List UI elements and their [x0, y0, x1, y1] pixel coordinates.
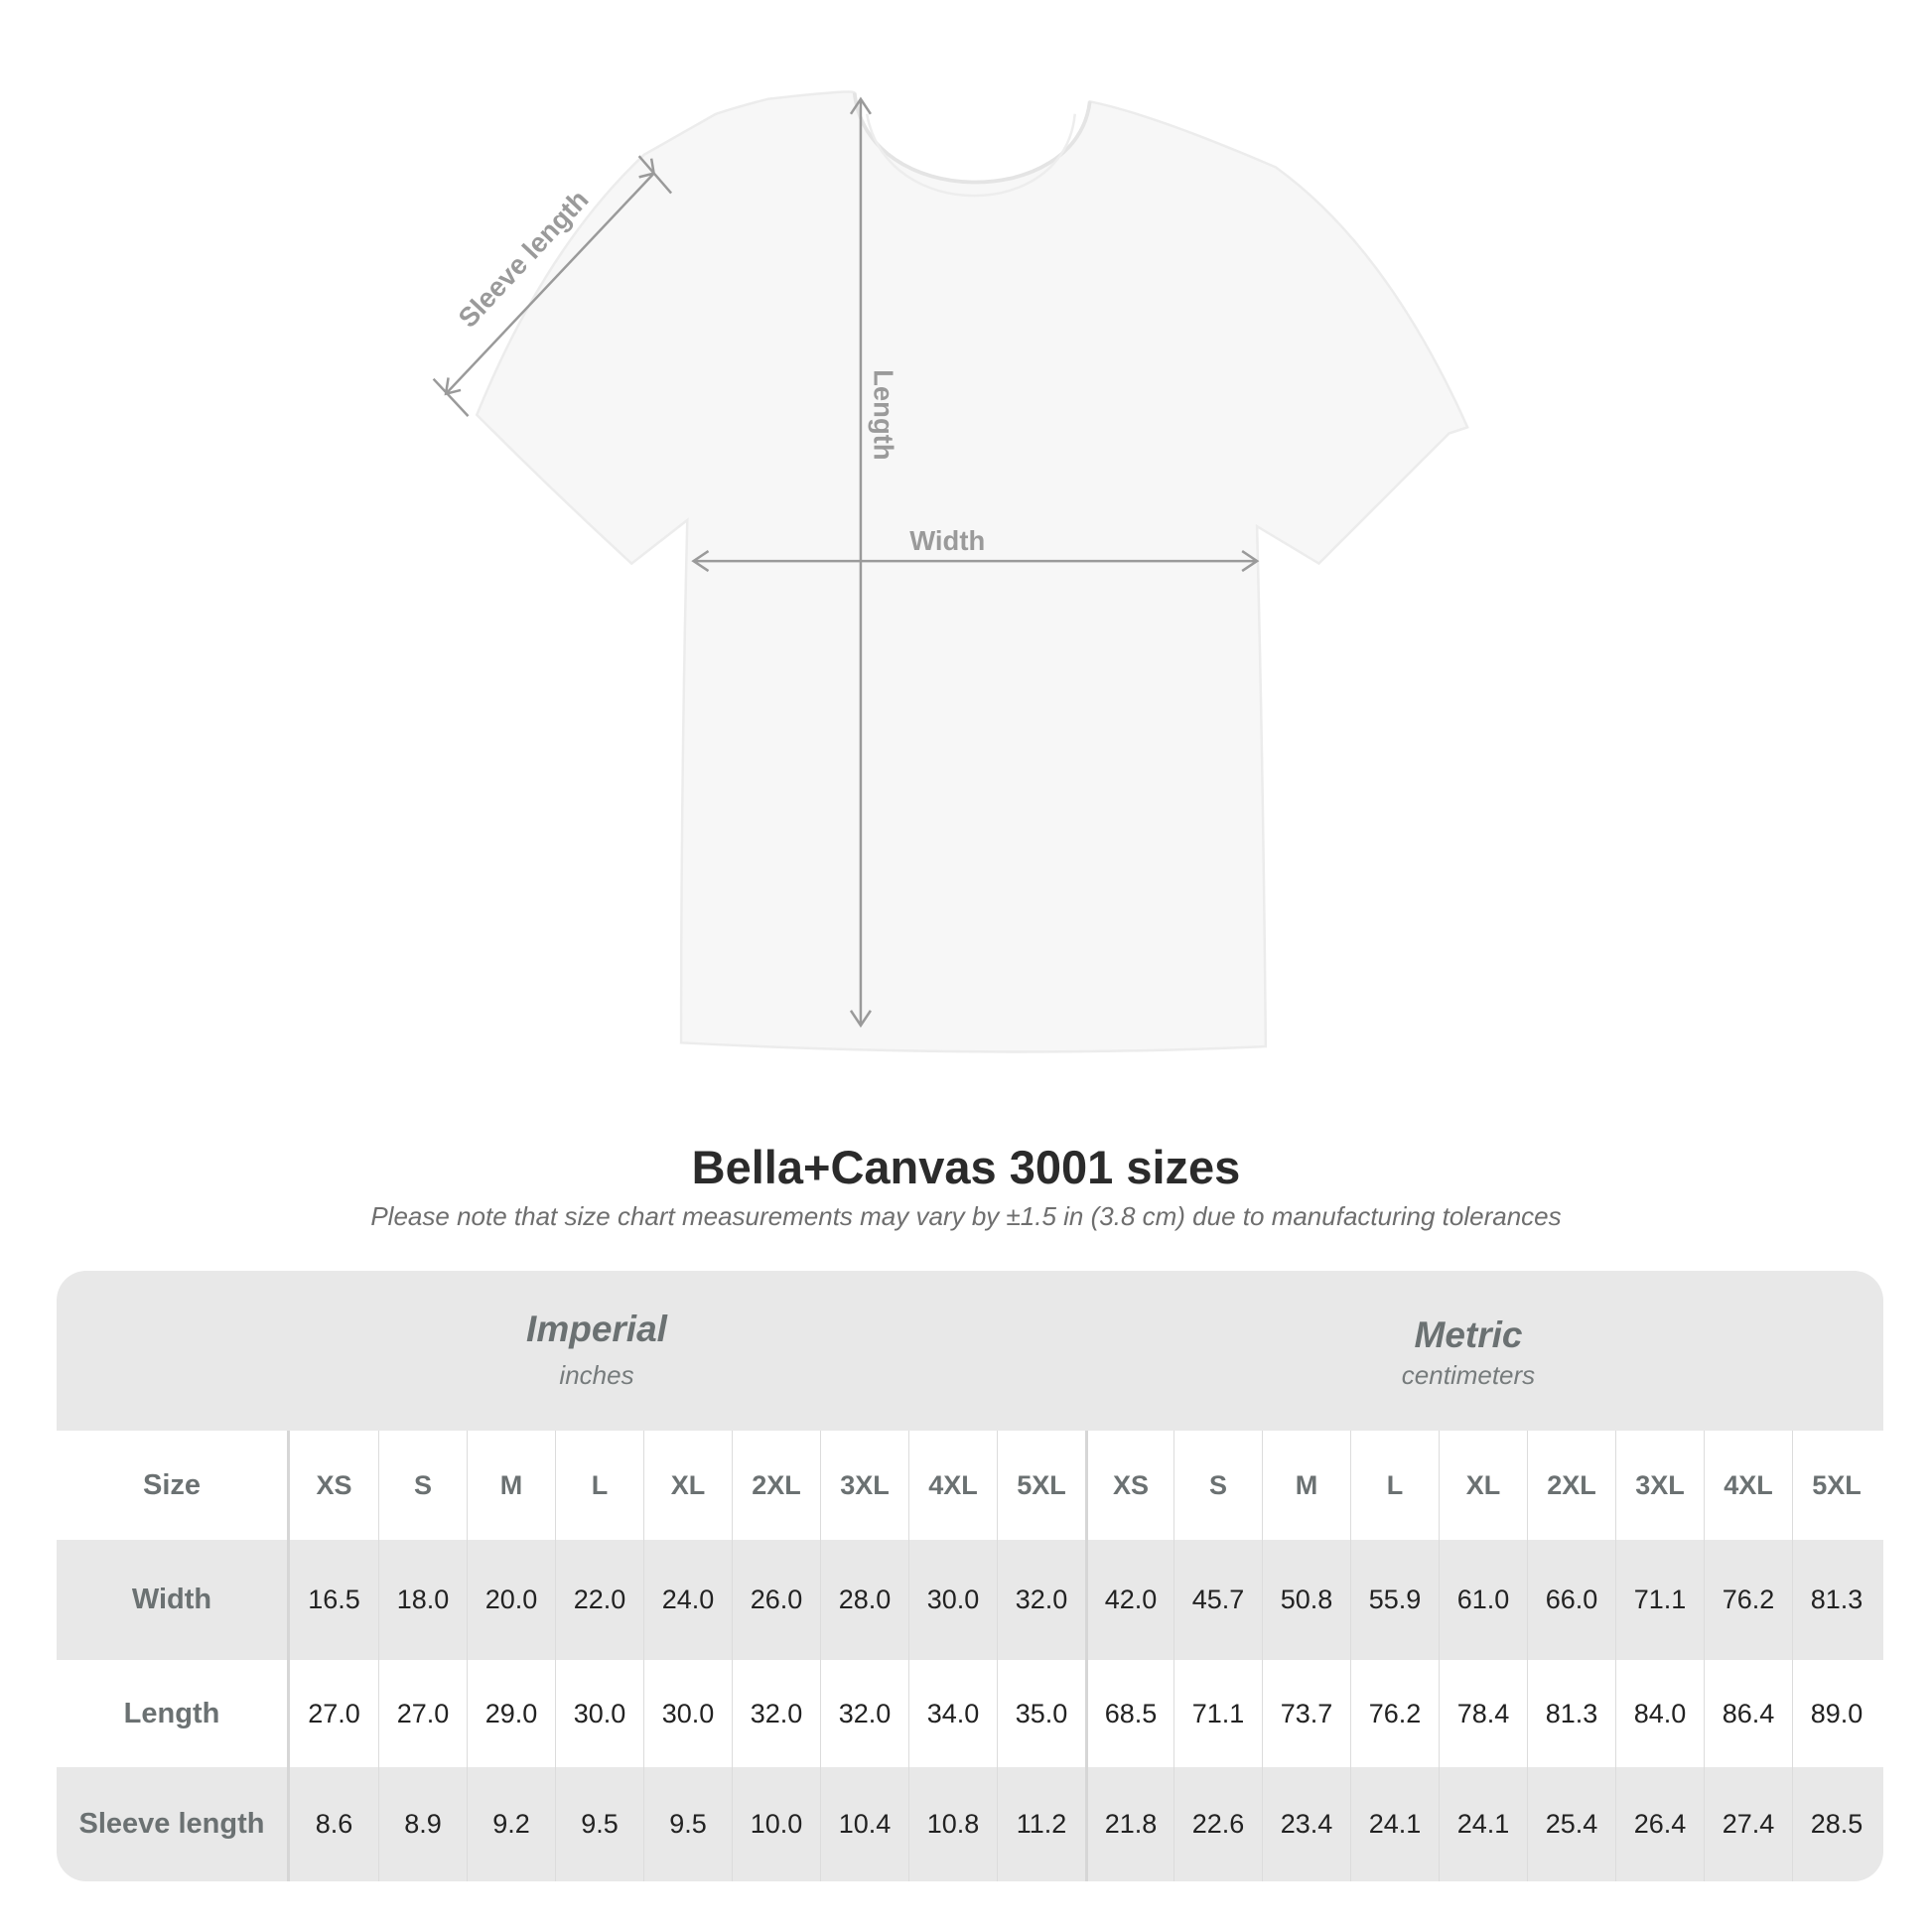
table-cell: 30.0 — [555, 1660, 643, 1767]
table-cell: 32.0 — [820, 1660, 908, 1767]
table-cell: 81.3 — [1527, 1660, 1615, 1767]
table-cell: 81.3 — [1792, 1540, 1880, 1660]
size-column-header: XS — [316, 1469, 352, 1500]
table-cell: 71.1 — [1173, 1660, 1262, 1767]
size-column-header: XS — [1085, 1431, 1173, 1540]
size-table: Imperial inches Metric centimeters Size X… — [57, 1271, 1883, 1881]
size-column-header: 3XL — [1615, 1431, 1704, 1540]
table-cell: 29.0 — [467, 1660, 555, 1767]
size-column-header: 4XL — [1704, 1431, 1792, 1540]
table-cell: 16.5 — [308, 1585, 360, 1614]
size-column-header: 5XL — [1792, 1431, 1880, 1540]
row-label: Size — [57, 1431, 290, 1540]
table-row: Length 27.0 27.0 29.0 30.0 30.0 32.0 32.0 34.0 35… — [57, 1660, 1883, 1767]
imperial-header: Imperial inches — [299, 1309, 895, 1391]
size-header-row: Size XS S M L XL 2XL 3XL 4XL 5XL XS S M L XL 2XL 3XL 4XL 5… — [57, 1431, 1883, 1540]
table-cell: 28.0 — [820, 1540, 908, 1660]
size-column-header: 2XL — [732, 1431, 820, 1540]
table-cell: 76.2 — [1350, 1660, 1439, 1767]
table-row: Width 16.5 18.0 20.0 22.0 24.0 26.0 28.0 30.0 32.… — [57, 1540, 1883, 1660]
table-cell: 24.0 — [643, 1540, 732, 1660]
table-cell: 71.1 — [1615, 1540, 1704, 1660]
table-cell: 50.8 — [1262, 1540, 1350, 1660]
table-cell: 27.0 — [308, 1698, 360, 1728]
table-cell: 28.5 — [1792, 1767, 1880, 1881]
size-column-header: 3XL — [820, 1431, 908, 1540]
table-cell: 10.8 — [908, 1767, 997, 1881]
table-cell: 66.0 — [1527, 1540, 1615, 1660]
length-label: Length — [869, 369, 899, 460]
size-column-header: XL — [1439, 1431, 1527, 1540]
metric-header: Metric centimeters — [1171, 1314, 1766, 1391]
table-cell: 27.4 — [1704, 1767, 1792, 1881]
size-column-header: 4XL — [908, 1431, 997, 1540]
sleeve-arrow — [445, 172, 655, 395]
page-title: Bella+Canvas 3001 sizes — [691, 1141, 1241, 1193]
row-label: Length — [57, 1660, 290, 1767]
table-cell: 26.4 — [1615, 1767, 1704, 1881]
size-column-header: 5XL — [997, 1431, 1085, 1540]
table-cell: 22.6 — [1173, 1767, 1262, 1881]
tolerance-note: Please note that size chart measurements… — [370, 1201, 1562, 1231]
table-cell: 34.0 — [908, 1660, 997, 1767]
tshirt-image — [475, 90, 1469, 1053]
tshirt-diagram: Sleeve length Length Width — [432, 90, 1469, 1053]
row-label: Width — [57, 1540, 290, 1660]
table-cell: 18.0 — [378, 1540, 467, 1660]
table-cell: 9.5 — [643, 1767, 732, 1881]
table-cell: 55.9 — [1350, 1540, 1439, 1660]
table-cell: 9.5 — [555, 1767, 643, 1881]
table-cell: 42.0 — [1085, 1540, 1173, 1660]
size-column-header: S — [1173, 1431, 1262, 1540]
table-header: Imperial inches Metric centimeters — [57, 1271, 1883, 1431]
table-cell: 21.8 — [1085, 1767, 1173, 1881]
table-cell: 20.0 — [467, 1540, 555, 1660]
table-cell: 27.0 — [378, 1660, 467, 1767]
table-cell: 86.4 — [1704, 1660, 1792, 1767]
table-cell: 8.9 — [378, 1767, 467, 1881]
metric-title: Metric — [1414, 1314, 1523, 1355]
size-column-header: L — [1350, 1431, 1439, 1540]
table-cell: 78.4 — [1439, 1660, 1527, 1767]
size-column-header: L — [555, 1431, 643, 1540]
table-cell: 24.1 — [1439, 1767, 1527, 1881]
table-cell: 68.5 — [1085, 1660, 1173, 1767]
table-cell: 35.0 — [997, 1660, 1085, 1767]
table-cell: 25.4 — [1527, 1767, 1615, 1881]
table-cell: 84.0 — [1615, 1660, 1704, 1767]
table-cell: 26.0 — [732, 1540, 820, 1660]
table-cell: 23.4 — [1262, 1767, 1350, 1881]
row-label: Sleeve length — [57, 1767, 290, 1881]
table-cell: 73.7 — [1262, 1660, 1350, 1767]
table-cell: 9.2 — [467, 1767, 555, 1881]
table-cell: 32.0 — [732, 1660, 820, 1767]
table-cell: 22.0 — [555, 1540, 643, 1660]
table-cell: 11.2 — [997, 1767, 1085, 1881]
metric-unit: centimeters — [1401, 1360, 1536, 1390]
table-cell: 8.6 — [315, 1809, 353, 1839]
imperial-unit: inches — [559, 1360, 634, 1390]
size-column-header: XL — [643, 1431, 732, 1540]
table-cell: 89.0 — [1792, 1660, 1880, 1767]
width-label: Width — [909, 525, 985, 556]
table-cell: 10.4 — [820, 1767, 908, 1881]
table-cell: 24.1 — [1350, 1767, 1439, 1881]
table-cell: 30.0 — [908, 1540, 997, 1660]
size-column-header: S — [378, 1431, 467, 1540]
table-row: Sleeve length 8.6 8.9 9.2 9.5 9.5 10.0 10.4 10.8… — [57, 1767, 1883, 1881]
table-cell: 45.7 — [1173, 1540, 1262, 1660]
table-cell: 76.2 — [1704, 1540, 1792, 1660]
table-cell: 10.0 — [732, 1767, 820, 1881]
size-column-header: M — [467, 1431, 555, 1540]
table-cell: 30.0 — [643, 1660, 732, 1767]
size-column-header: M — [1262, 1431, 1350, 1540]
imperial-title: Imperial — [526, 1309, 667, 1349]
table-cell: 32.0 — [997, 1540, 1085, 1660]
size-column-header: 2XL — [1527, 1431, 1615, 1540]
table-cell: 61.0 — [1439, 1540, 1527, 1660]
